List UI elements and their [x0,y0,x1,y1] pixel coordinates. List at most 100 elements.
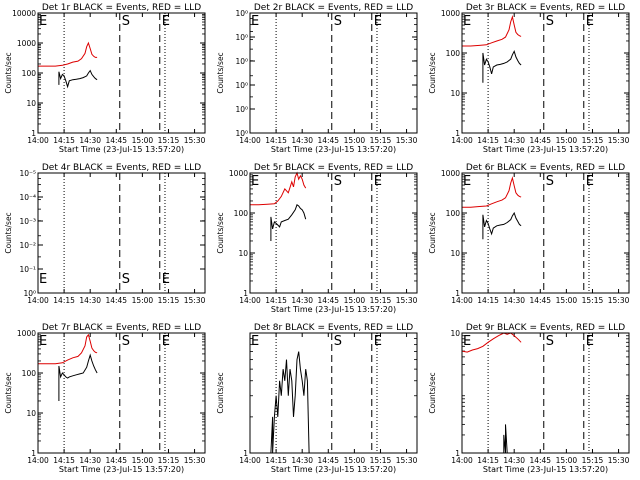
x-tick-label: 15:15 [582,136,604,145]
x-tick-label: 14:00 [27,456,49,465]
x-tick-label: 14:15 [265,136,287,145]
x-tick-label: 15:00 [132,136,154,145]
x-tick-label: 15:00 [556,456,578,465]
x-tick-label: 15:00 [132,296,154,305]
event-marker-label: E [463,334,471,349]
event-marker-label: S [334,14,342,29]
event-marker-label: E [374,334,382,349]
y-tick-label: 1000 [441,169,460,178]
x-tick-label: 14:15 [53,136,75,145]
x-tick-label: 15:15 [158,296,180,305]
x-tick-label: 14:45 [529,136,551,145]
x-tick-label: 15:00 [556,136,578,145]
x-tick-label: 15:30 [396,136,418,145]
events-series-line [503,424,508,454]
x-tick-label: 14:15 [477,136,499,145]
event-marker-label: E [463,174,471,189]
x-tick-label: 15:15 [158,136,180,145]
x-tick-label: 15:30 [396,296,418,305]
chart-title: Det 3r BLACK = Events, RED = LLD [466,3,625,13]
x-tick-label: 14:00 [451,296,473,305]
x-tick-label: 15:15 [582,296,604,305]
y-tick-label: 1000 [229,169,248,178]
events-series-line [482,49,522,83]
event-marker-label: E [162,14,170,29]
y-tick-label: 1 [243,289,248,298]
event-marker-label: E [374,14,382,29]
x-tick-label: 14:00 [239,136,261,145]
event-marker-label: E [162,272,170,287]
event-marker-label: E [374,174,382,189]
y-axis-label: Counts/sec [4,372,13,413]
y-tick-label: 100 [446,49,461,58]
x-tick-label: 15:30 [184,296,206,305]
x-tick-label: 15:15 [370,456,392,465]
x-tick-label: 15:30 [396,456,418,465]
x-axis-label: Start Time (23-Jul-15 13:57:20) [59,465,184,474]
event-marker-label: S [334,334,342,349]
chart-title: Det 1r BLACK = Events, RED = LLD [42,3,201,13]
event-marker-label: E [251,334,259,349]
y-tick-label: 10 [26,409,36,418]
events-series-line [270,351,310,454]
event-marker-label: E [39,14,47,29]
x-tick-label: 14:30 [291,136,313,145]
event-marker-label: S [334,174,342,189]
y-tick-label: 100 [234,209,249,218]
x-tick-label: 15:15 [370,136,392,145]
y-tick-label: 10⁰ [235,33,248,42]
y-tick-label: 1 [455,129,460,138]
event-marker-label: S [546,174,554,189]
y-tick-label: 10⁻² [19,241,36,250]
y-tick-label: 1000 [17,329,36,338]
x-tick-label: 14:45 [529,456,551,465]
x-tick-label: 14:00 [451,456,473,465]
chart-title: Det 2r BLACK = Events, RED = LLD [254,3,413,13]
lld-series-line [38,333,98,365]
y-tick-label: 1 [31,129,36,138]
y-tick-label: 10 [450,89,460,98]
x-tick-label: 15:15 [582,456,604,465]
x-tick-label: 14:45 [105,456,127,465]
x-axis-label: Start Time (23-Jul-15 13:57:20) [271,305,396,314]
y-axis-label: Counts/sec [216,52,225,93]
chart-panel: Det 7r BLACK = Events, RED = LLD Counts/s… [4,323,206,474]
plot-frame [249,332,418,454]
y-tick-label: 1 [243,449,248,458]
y-tick-label: 10⁰ [235,81,248,90]
y-tick-label: 10⁰ [235,57,248,66]
plot-frame [37,172,206,294]
y-axis-label: Counts/sec [428,212,437,253]
event-marker-label: S [122,272,130,287]
event-marker-label: E [586,174,594,189]
plot-frame [37,12,206,134]
x-tick-label: 14:30 [79,136,101,145]
x-tick-label: 15:00 [556,296,578,305]
x-tick-label: 14:15 [477,456,499,465]
x-tick-label: 15:15 [370,296,392,305]
chart-title: Det 5r BLACK = Events, RED = LLD [254,163,413,173]
y-tick-label: 1000 [17,39,36,48]
x-tick-label: 14:45 [529,296,551,305]
chart-panel: Det 1r BLACK = Events, RED = LLD Counts/s… [4,3,206,154]
event-marker-label: S [122,334,130,349]
chart-panel: Det 4r BLACK = Events, RED = LLD Counts/s… [4,163,206,305]
chart-title: Det 7r BLACK = Events, RED = LLD [42,323,201,333]
x-tick-label: 14:30 [503,456,525,465]
chart-title: Det 9r BLACK = Events, RED = LLD [466,323,625,333]
chart-panel: Det 6r BLACK = Events, RED = LLD Counts/s… [428,163,630,305]
x-tick-label: 14:30 [291,456,313,465]
plot-frame [249,12,418,134]
x-tick-label: 15:00 [344,136,366,145]
event-marker-label: E [251,174,259,189]
x-tick-label: 14:45 [105,136,127,145]
x-tick-label: 15:15 [158,456,180,465]
event-marker-label: S [122,14,130,29]
y-tick-label: 1 [455,289,460,298]
y-axis-label: Counts/sec [4,52,13,93]
chart-panel: Det 5r BLACK = Events, RED = LLD Counts/s… [216,163,418,314]
x-tick-label: 14:15 [53,456,75,465]
lld-series-line [461,332,522,353]
x-axis-label: Start Time (23-Jul-15 13:57:20) [271,465,396,474]
y-axis-label: Counts/sec [216,372,225,413]
